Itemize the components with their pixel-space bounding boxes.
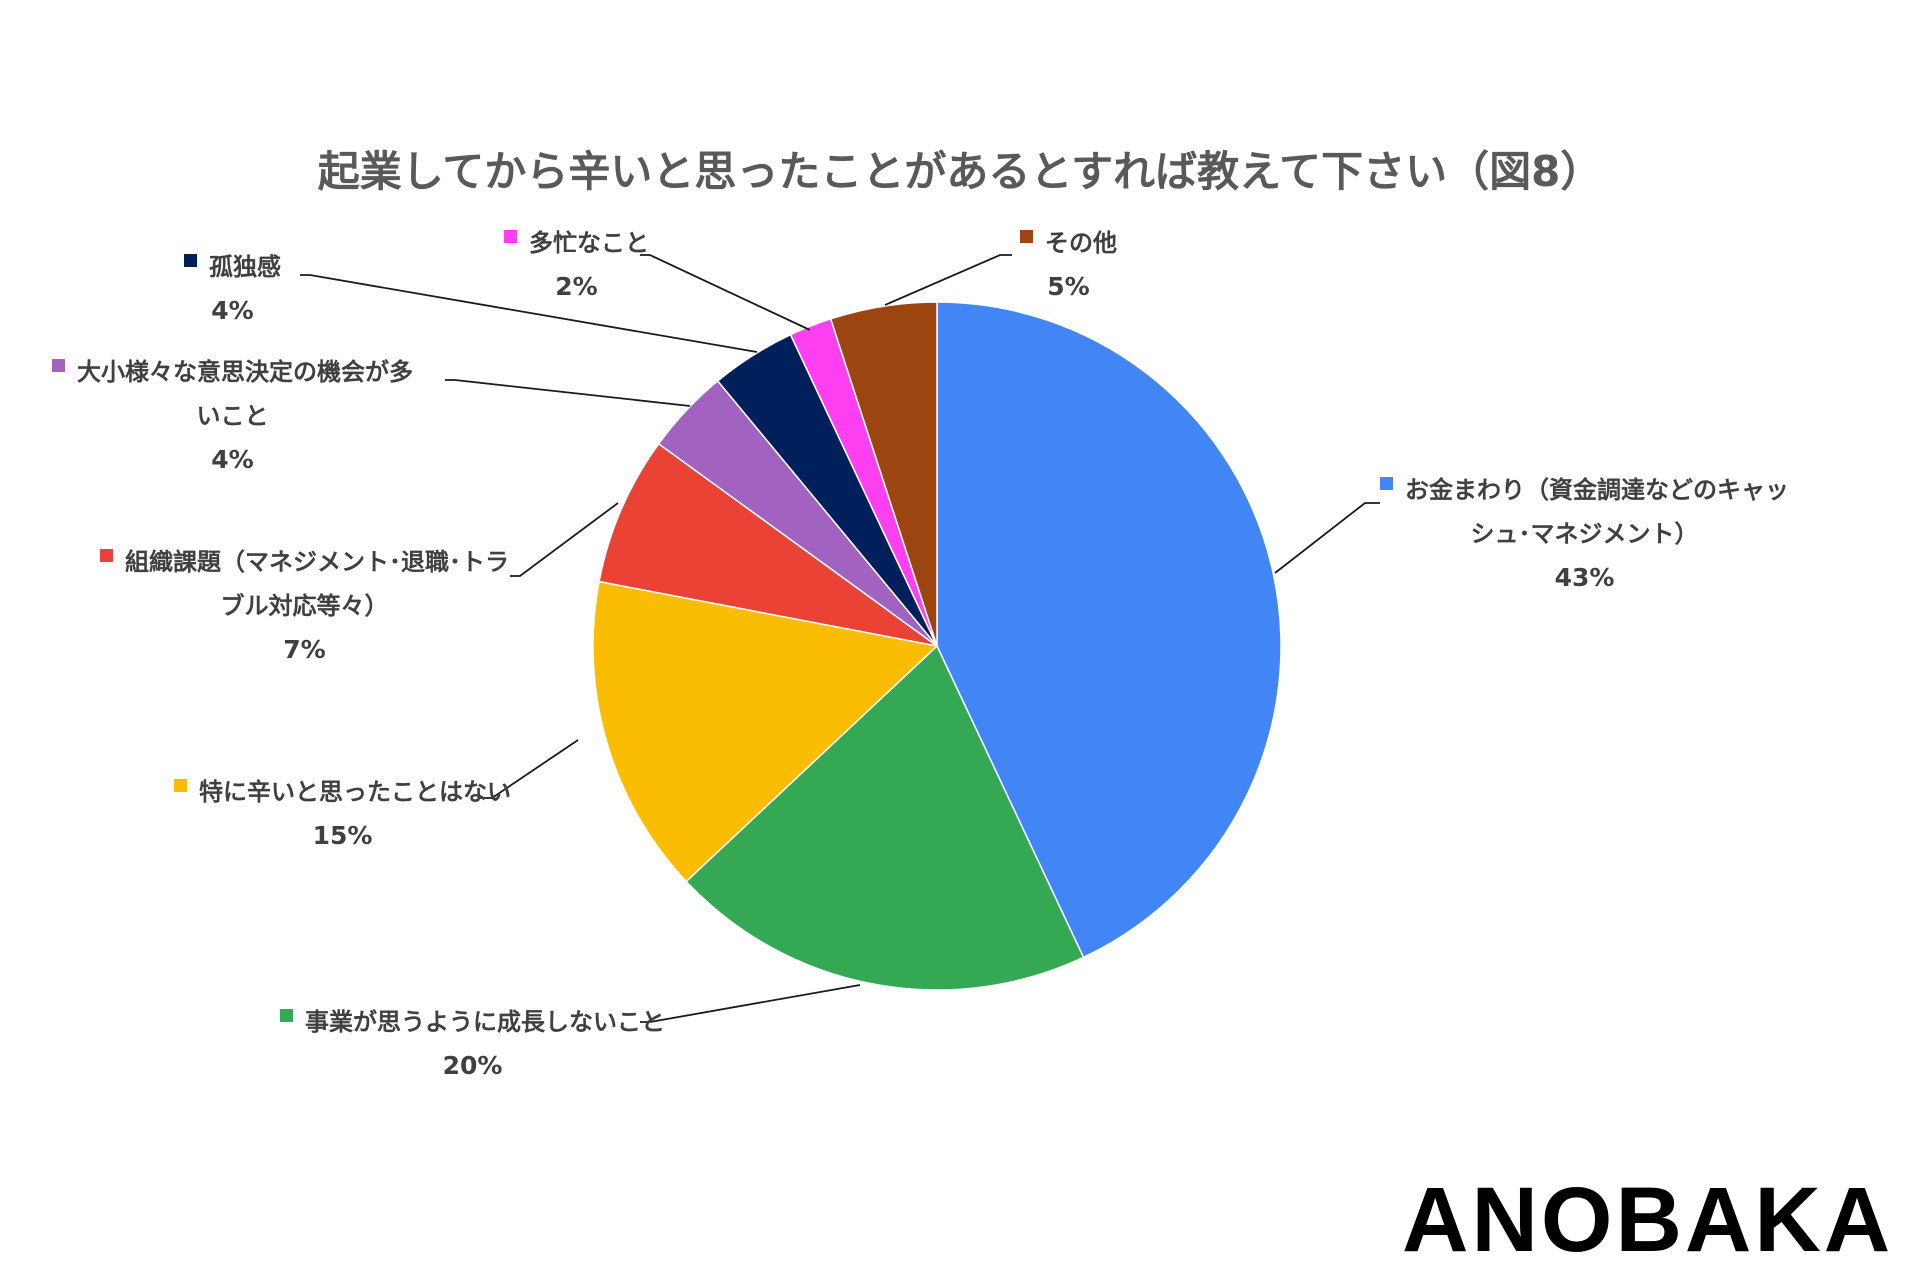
slice-label-line: お金まわり（資金調達などのキャッ: [1405, 476, 1789, 504]
legend-swatch: [504, 230, 517, 243]
label-decisions: 大小様々な意思決定の機会が多 いこと 4%: [52, 350, 413, 482]
label-busy: 多忙なこと 2%: [504, 221, 649, 309]
slice-label-line: いこと: [196, 402, 269, 430]
legend-swatch: [1020, 230, 1033, 243]
pie-slice: [598, 442, 938, 647]
slice-label-line: 組織課題（マネジメント･退職･トラ: [125, 548, 509, 576]
pie-slice: [592, 580, 939, 883]
slice-label-line: 事業が思うように成長しないこと: [305, 1008, 665, 1036]
legend-swatch: [174, 779, 187, 792]
pie-slice: [685, 644, 1085, 991]
anobaka-logo: ANOBAKA: [1402, 1169, 1894, 1271]
slice-value-label: 4%: [211, 445, 254, 474]
slice-value-label: 20%: [442, 1051, 503, 1080]
leader-line: [480, 739, 579, 799]
leader-line: [300, 274, 758, 353]
legend-swatch: [100, 549, 113, 562]
legend-swatch: [1380, 477, 1393, 490]
slice-label-line: 多忙なこと: [529, 229, 649, 257]
pie-slice: [936, 301, 1282, 959]
slice-label-line: その他: [1045, 229, 1117, 257]
label-other: その他 5%: [1020, 221, 1117, 309]
slice-label-line: 孤独感: [209, 253, 281, 281]
leader-line: [1274, 502, 1380, 574]
legend-swatch: [52, 359, 65, 372]
label-loneliness: 孤独感 4%: [184, 245, 281, 333]
slice-value-label: 43%: [1554, 563, 1615, 592]
legend-swatch: [184, 254, 197, 267]
label-organization: 組織課題（マネジメント･退職･トラ ブル対応等々） 7%: [100, 540, 509, 672]
leader-line: [510, 502, 619, 577]
slice-value-label: 2%: [555, 272, 598, 301]
legend-swatch: [280, 1009, 293, 1022]
slice-value-label: 5%: [1047, 272, 1090, 301]
chart-title: 起業してから辛いと思ったことがあるとすれば教えて下さい（図8）: [317, 147, 1603, 196]
slice-value-label: 7%: [283, 635, 326, 664]
slice-label-line: 特に辛いと思ったことはない: [199, 778, 511, 806]
leader-line: [884, 254, 1012, 306]
pie-slice: [829, 301, 938, 647]
slice-label-line: ブル対応等々）: [220, 592, 389, 620]
slice-value-label: 4%: [211, 296, 254, 325]
slice-label-line: シュ･マネジメント）: [1470, 520, 1699, 548]
label-growth: 事業が思うように成長しないこと 20%: [280, 1000, 665, 1088]
label-money: お金まわり（資金調達などのキャッ シュ･マネジメント） 43%: [1380, 468, 1789, 600]
label-none: 特に辛いと思ったことはない 15%: [174, 770, 511, 858]
leader-line: [445, 379, 691, 407]
leader-line: [640, 984, 861, 1023]
slice-value-label: 15%: [312, 821, 373, 850]
leader-line: [640, 254, 811, 331]
slice-label-line: 大小様々な意思決定の機会が多: [77, 358, 413, 386]
